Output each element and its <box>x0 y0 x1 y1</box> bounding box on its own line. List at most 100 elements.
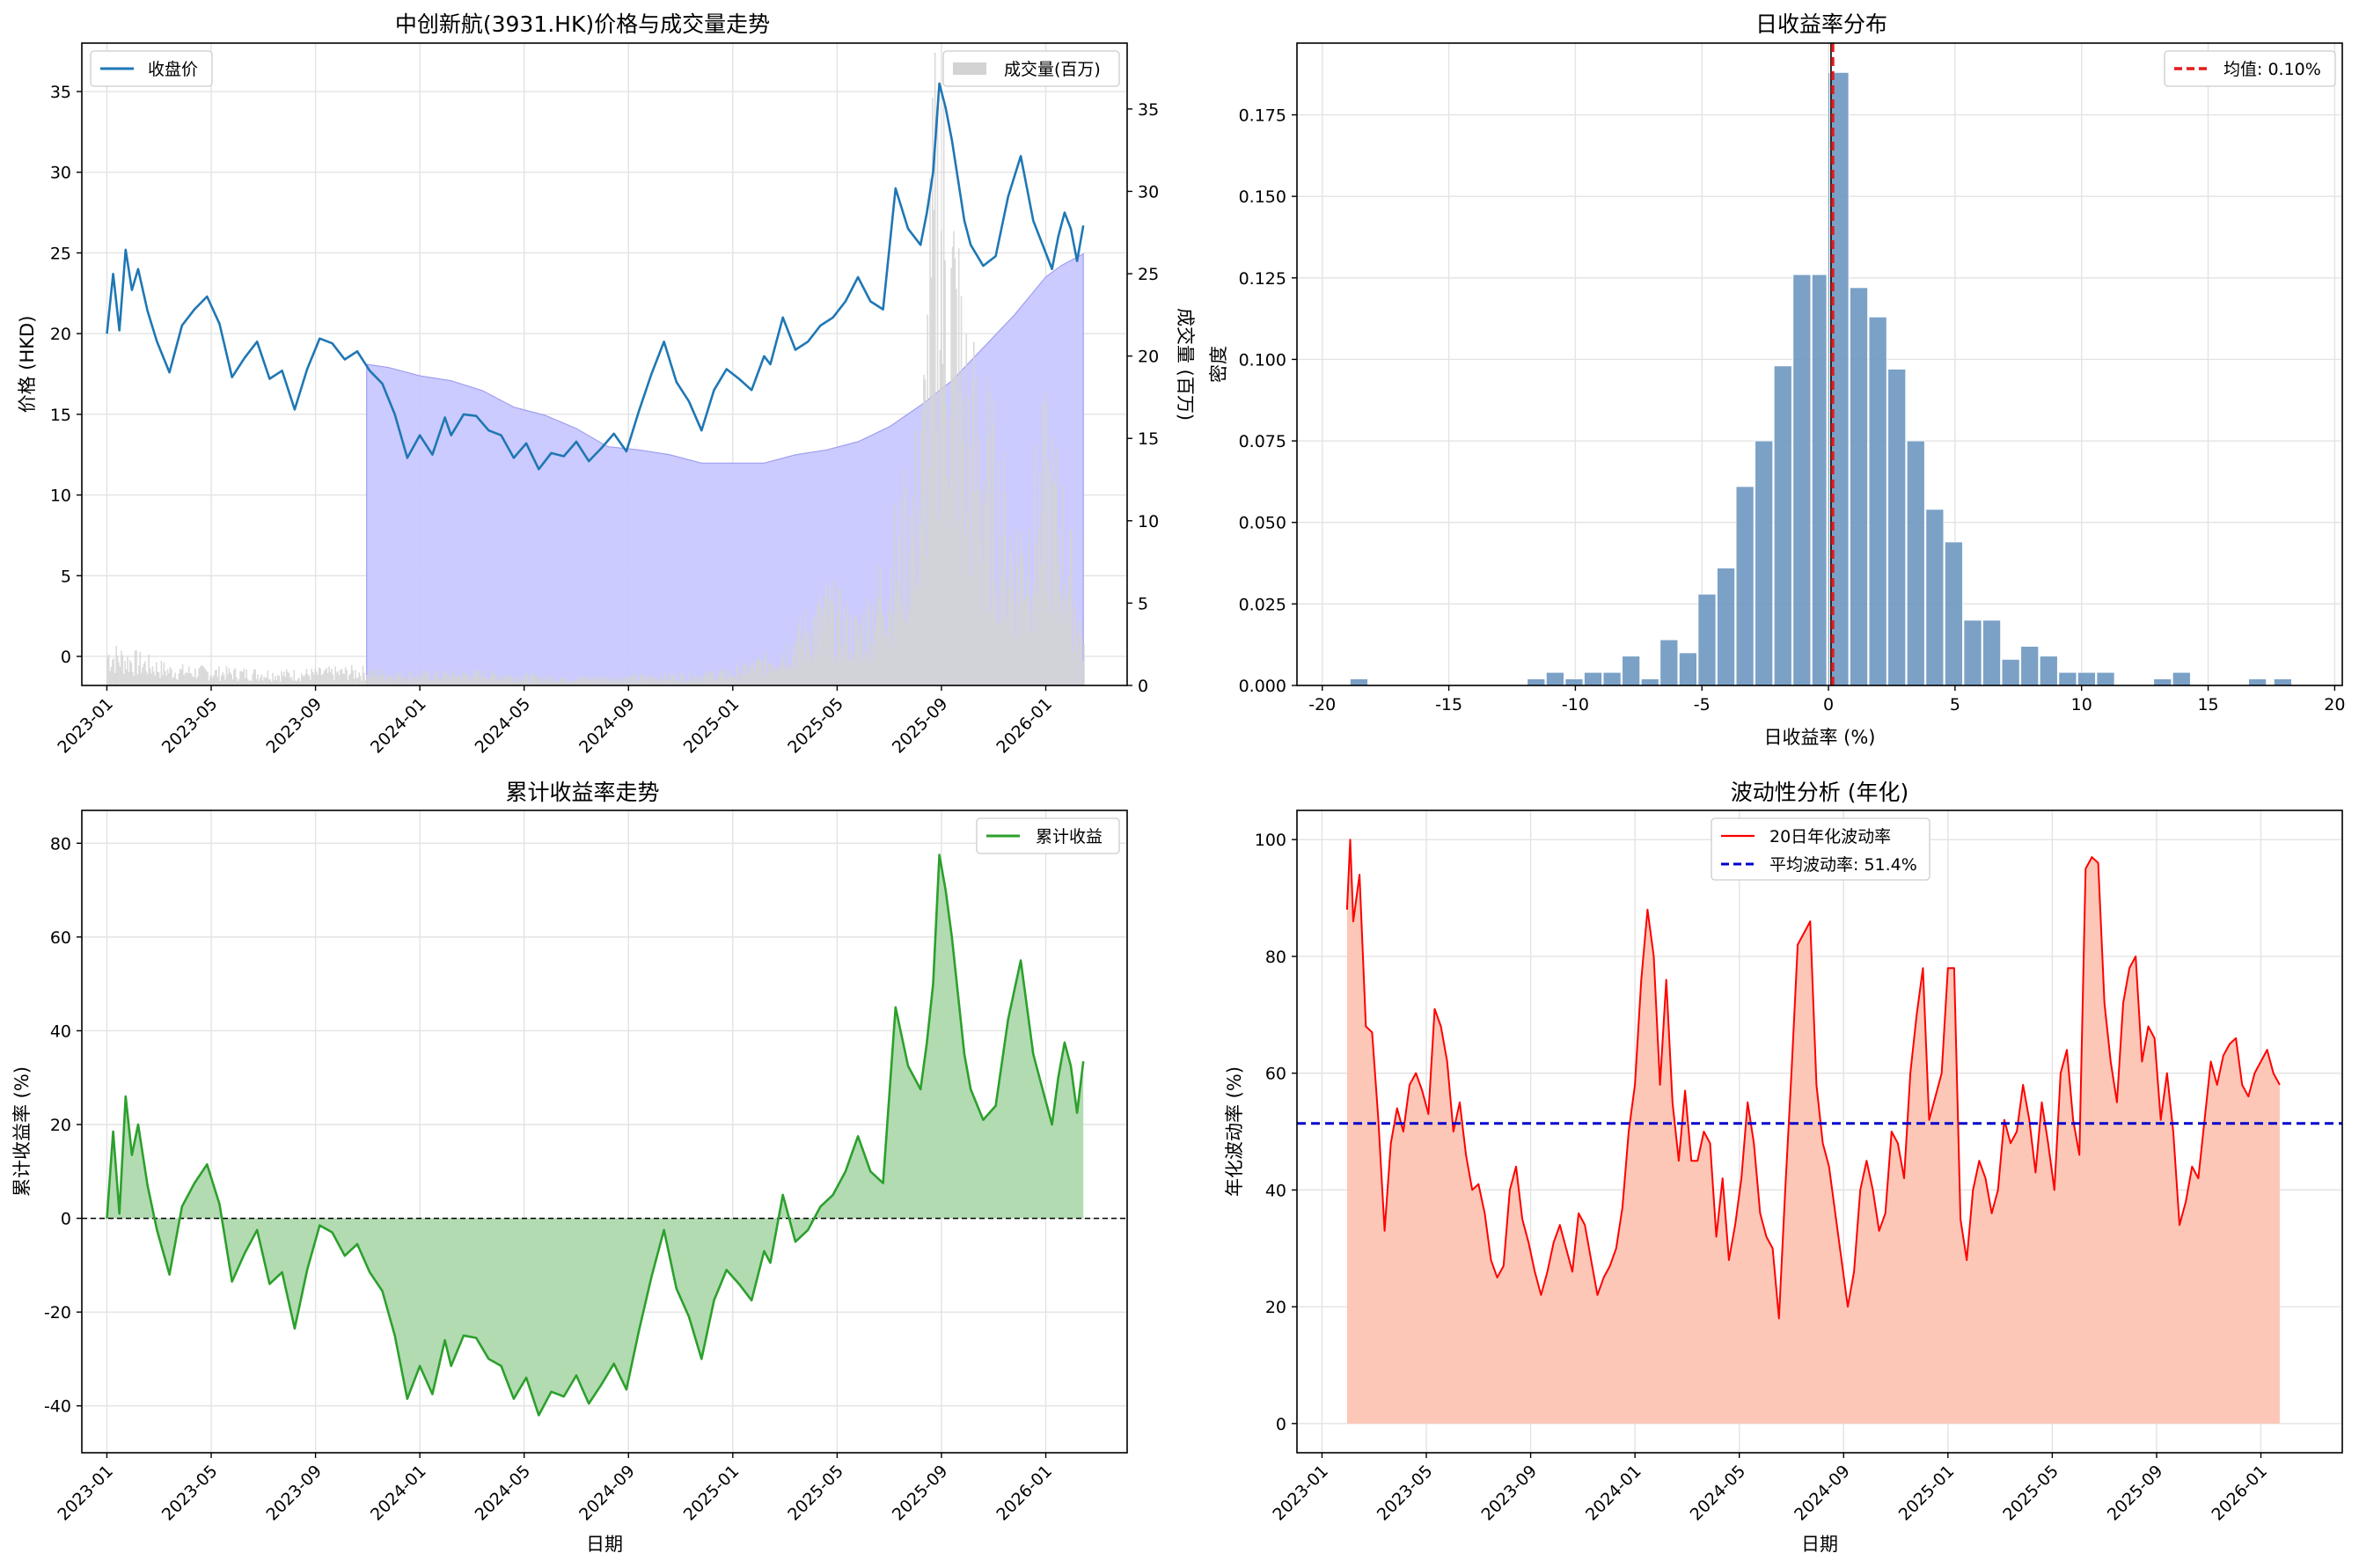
volume-bar <box>803 658 806 685</box>
volume-bar <box>130 663 133 685</box>
volume-bar <box>524 672 527 685</box>
volume-bar <box>591 680 593 685</box>
volume-bar <box>531 672 533 685</box>
volume-bar <box>314 668 317 685</box>
y-tick-label: 20 <box>50 325 71 344</box>
volume-bar <box>790 667 792 685</box>
volume-bar <box>403 678 406 685</box>
volatility-title: 波动性分析 (年化) <box>1731 780 1908 805</box>
volume-bar <box>731 676 734 685</box>
volume-bar <box>377 669 379 685</box>
volume-bar <box>767 663 770 685</box>
volume-bar <box>385 680 386 685</box>
volume-bar <box>494 674 495 685</box>
volume-bar <box>849 652 851 685</box>
volume-bar <box>910 514 912 685</box>
volume-bar <box>1042 403 1044 685</box>
volume-bar <box>1059 592 1061 685</box>
volume-bar <box>689 670 691 685</box>
volume-bar <box>488 677 490 685</box>
volume-bar <box>127 656 128 685</box>
volume-bar <box>705 672 707 685</box>
volume-bar <box>447 678 450 685</box>
volume-bar <box>725 678 727 685</box>
volume-bar <box>830 599 832 685</box>
volume-bar <box>990 611 993 685</box>
y2-tick-label: 10 <box>1138 512 1159 531</box>
volume-bar <box>891 646 894 685</box>
volume-bar <box>554 681 557 685</box>
volume-bar <box>950 267 952 685</box>
volume-bar <box>223 674 225 685</box>
volatility-x-ticks: 2023-01 2023-05 2023-09 2024-01 2024-05 2024-… <box>1269 1453 2271 1525</box>
volume-bar <box>1028 529 1030 685</box>
volume-bar <box>560 678 562 685</box>
volume-bar <box>1037 592 1039 685</box>
volume-bar <box>622 678 625 685</box>
volume-bar <box>960 296 963 685</box>
volume-bar <box>802 639 803 685</box>
volume-bar <box>633 673 634 685</box>
volume-bar <box>779 668 781 685</box>
volume-bar <box>376 675 377 685</box>
volume-bar <box>1069 530 1072 685</box>
y-tick-label: 15 <box>50 406 71 425</box>
volume-bar <box>528 682 531 685</box>
y-tick-label: 0.050 <box>1239 514 1286 533</box>
volume-bar <box>150 673 152 685</box>
volume-bar <box>187 666 190 685</box>
volume-bar <box>795 666 797 685</box>
histogram-mean-label: 均值: 0.10% <box>2223 60 2321 79</box>
volume-bar <box>535 677 537 685</box>
volume-bar <box>124 661 126 685</box>
volume-bar <box>660 677 662 685</box>
volatility-line <box>1345 839 2281 1320</box>
volume-bar <box>932 98 934 686</box>
volume-bar <box>476 669 478 685</box>
volume-bar <box>684 682 685 685</box>
volume-bar <box>347 680 349 685</box>
volume-bar <box>414 678 417 685</box>
y-tick-label: 80 <box>1265 948 1286 967</box>
volume-bar <box>875 613 877 685</box>
x-tick-label: 2024-05 <box>472 694 535 758</box>
volume-bar <box>1005 617 1007 685</box>
volume-bar <box>451 672 453 685</box>
volume-bar <box>309 679 311 685</box>
volume-bar <box>266 677 267 685</box>
volume-bar <box>989 391 992 685</box>
volume-bar <box>805 609 807 685</box>
volume-bar <box>984 505 986 685</box>
volume-bar <box>524 675 525 685</box>
volume-bar <box>942 102 945 685</box>
volume-bar <box>773 663 774 685</box>
volume-bar <box>794 645 796 685</box>
volume-bar <box>672 676 675 685</box>
x-tick-label: 2024-05 <box>472 1462 535 1525</box>
histogram-bar <box>1887 369 1907 686</box>
volume-bar <box>258 680 260 685</box>
volume-bar <box>479 670 480 685</box>
volume-bar <box>643 678 646 685</box>
volume-bar <box>323 670 326 685</box>
x-tick-label: 2026-01 <box>993 694 1056 758</box>
volume-bar <box>509 674 510 685</box>
y-tick-label: 40 <box>1265 1181 1286 1200</box>
volume-bar <box>634 673 637 685</box>
volume-bar <box>248 680 250 685</box>
volume-bar <box>761 663 764 685</box>
volume-bar <box>666 679 669 685</box>
volume-bar <box>502 678 504 685</box>
volume-bar <box>172 678 174 685</box>
volume-bar <box>239 670 241 685</box>
volume-bar <box>571 679 573 685</box>
price-y-label: 价格 (HKD) <box>17 316 38 414</box>
volume-bar <box>385 678 388 685</box>
volume-bar <box>133 676 135 685</box>
volume-bar <box>685 682 687 685</box>
volume-bar <box>835 655 838 685</box>
volume-bar <box>945 405 948 685</box>
x-tick-label: 2024-01 <box>367 1462 430 1525</box>
volume-bar <box>260 678 261 685</box>
volume-bar <box>334 666 336 685</box>
